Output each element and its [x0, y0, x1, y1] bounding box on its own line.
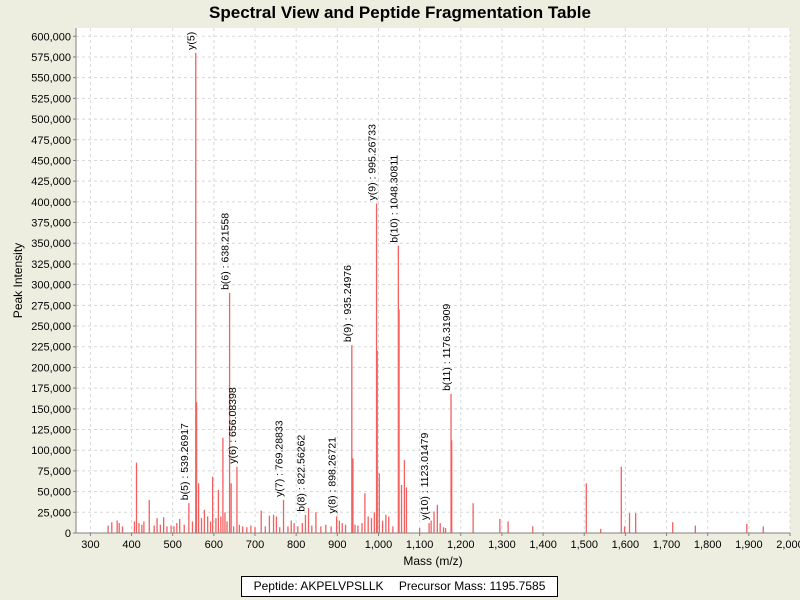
x-tick-label: 1,000 — [365, 539, 393, 551]
x-tick-label: 1,800 — [694, 539, 722, 551]
y-tick-label: 500,000 — [31, 114, 71, 126]
y-axis-label: Peak Intensity — [11, 243, 25, 318]
peak-annotation-10: y(10) : 1123.01479 — [419, 433, 431, 521]
y-tick-label: 575,000 — [31, 52, 71, 64]
peak-annotation-5: b(8) : 822.56262 — [295, 435, 307, 512]
chart-title: Spectral View and Peptide Fragmentation … — [209, 3, 591, 22]
y-tick-label: 100,000 — [31, 445, 71, 457]
y-tick-label: 300,000 — [31, 280, 71, 292]
y-tick-label: 25,000 — [37, 507, 71, 519]
y-axis-ticks: 0 25,000 50,000 75,000 100,000 125,000 150,000… — [31, 31, 76, 540]
peak-annotations: b(5) : 539.26917 y(5) b(6) : 638.21558 y(6)… — [179, 32, 453, 520]
y-tick-label: 0 — [65, 528, 71, 540]
x-tick-label: 1,500 — [570, 539, 598, 551]
x-tick-label: 1,900 — [735, 539, 763, 551]
x-tick-label: 1,200 — [447, 539, 475, 551]
x-tick-label: 400 — [122, 539, 140, 551]
peak-annotation-3: y(6) : 656.08398 — [227, 387, 239, 464]
y-tick-label: 150,000 — [31, 404, 71, 416]
peak-bars — [107, 52, 764, 533]
y-tick-label: 450,000 — [31, 155, 71, 167]
peak-annotation-1: y(5) — [186, 32, 198, 50]
peak-annotation-2: b(6) : 638.21558 — [220, 213, 232, 290]
peak-annotation-9: b(10) : 1048.30811 — [388, 155, 400, 243]
x-tick-label: 800 — [287, 539, 305, 551]
x-axis-label: Mass (m/z) — [403, 554, 462, 568]
y-tick-label: 525,000 — [31, 93, 71, 105]
x-tick-label: 1,300 — [488, 539, 516, 551]
plot-area — [76, 28, 790, 533]
legend-precursor-mass: Precursor Mass: 1195.7585 — [398, 579, 546, 593]
peak-annotation-0: b(5) : 539.26917 — [179, 423, 191, 500]
peak-annotation-11: b(11) : 1176.31909 — [441, 304, 453, 391]
x-tick-label: 300 — [81, 539, 99, 551]
y-tick-label: 475,000 — [31, 135, 71, 147]
x-tick-label: 2,000 — [776, 539, 800, 551]
y-tick-label: 175,000 — [31, 383, 71, 395]
y-tick-label: 325,000 — [31, 259, 71, 271]
legend-peptide: Peptide: AKPELVPSLLK — [253, 579, 384, 593]
y-tick-label: 375,000 — [31, 218, 71, 230]
x-axis-ticks: 300 400 500 600 700 800 900 1,000 1,100 1,200 1,30… — [81, 533, 800, 551]
y-tick-label: 425,000 — [31, 176, 71, 188]
y-tick-label: 600,000 — [31, 31, 71, 43]
y-tick-label: 350,000 — [31, 238, 71, 250]
x-tick-label: 1,400 — [529, 539, 557, 551]
y-tick-label: 400,000 — [31, 197, 71, 209]
y-tick-label: 225,000 — [31, 342, 71, 354]
y-tick-label: 550,000 — [31, 73, 71, 85]
peak-annotation-6: y(8) : 898.26721 — [327, 437, 339, 514]
legend-box: Peptide: AKPELVPSLLK Precursor Mass: 119… — [241, 576, 558, 597]
y-tick-label: 275,000 — [31, 300, 71, 312]
peak-annotation-8: y(9) : 995.26733 — [367, 124, 379, 201]
peak-annotation-7: b(9) : 935.24976 — [342, 265, 354, 342]
y-tick-label: 75,000 — [37, 466, 71, 478]
x-tick-label: 1,700 — [653, 539, 681, 551]
x-tick-label: 900 — [328, 539, 346, 551]
x-tick-label: 500 — [164, 539, 182, 551]
x-tick-label: 600 — [205, 539, 223, 551]
y-tick-label: 125,000 — [31, 425, 71, 437]
x-tick-label: 700 — [246, 539, 264, 551]
x-tick-label: 1,100 — [406, 539, 434, 551]
y-tick-label: 250,000 — [31, 321, 71, 333]
x-tick-label: 1,600 — [612, 539, 640, 551]
y-tick-label: 200,000 — [31, 362, 71, 374]
y-tick-label: 50,000 — [37, 487, 71, 499]
axes — [75, 28, 790, 534]
peak-annotation-4: y(7) : 769.28833 — [274, 420, 286, 497]
